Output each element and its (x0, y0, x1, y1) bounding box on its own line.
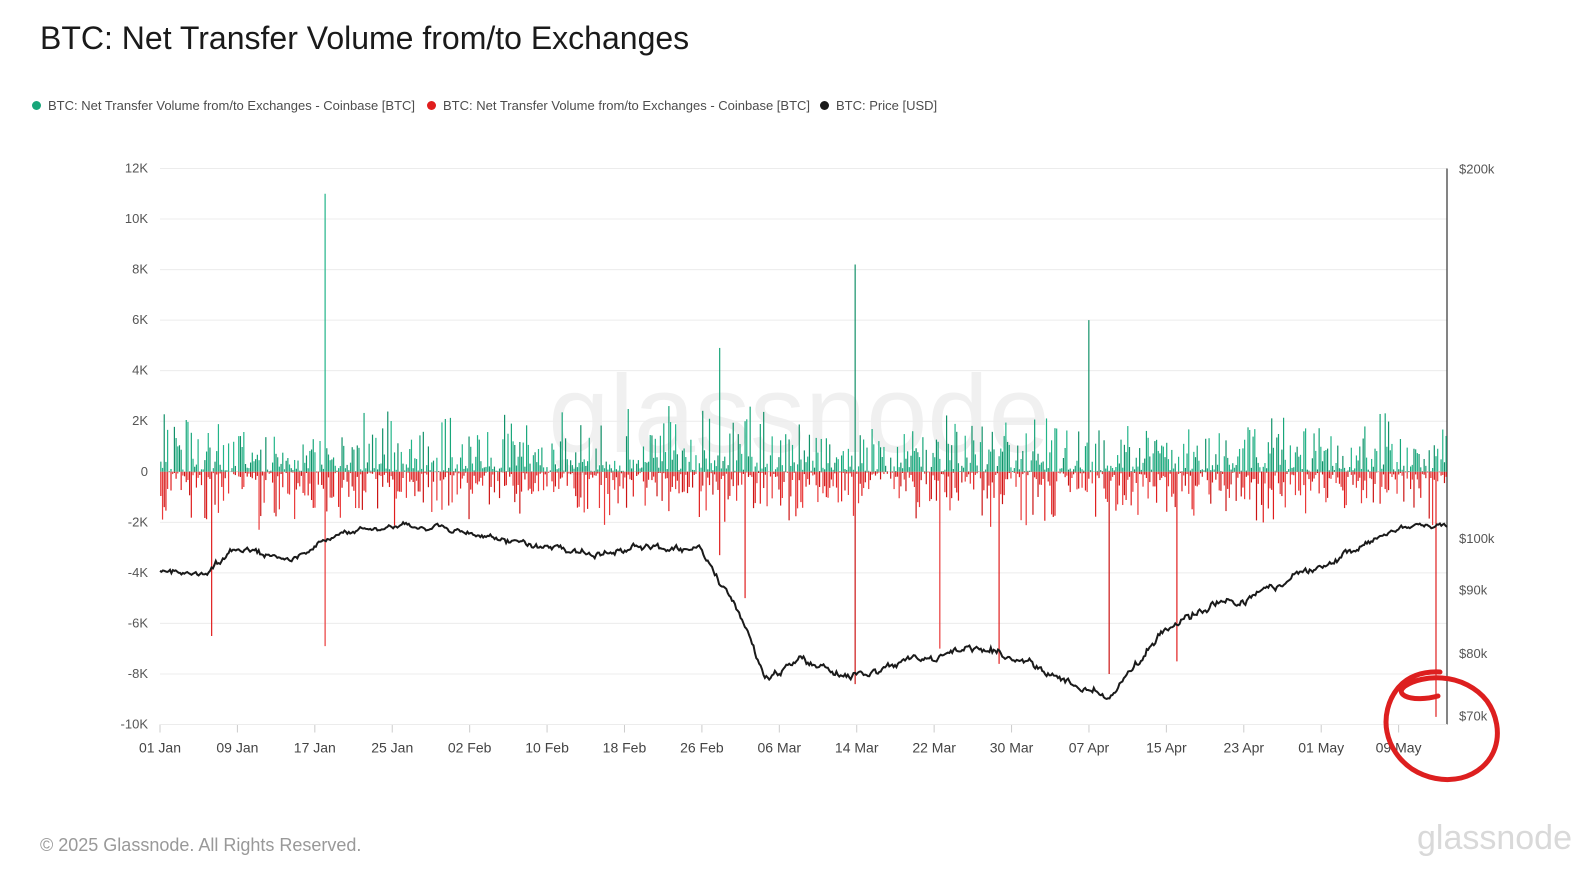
svg-text:10 Feb: 10 Feb (525, 740, 569, 756)
svg-text:$70k: $70k (1459, 709, 1488, 724)
svg-text:$90k: $90k (1459, 583, 1488, 598)
svg-text:0: 0 (141, 464, 148, 479)
svg-text:8K: 8K (132, 262, 148, 277)
svg-text:14 Mar: 14 Mar (835, 740, 879, 756)
svg-text:-4K: -4K (128, 565, 149, 580)
svg-text:26 Feb: 26 Feb (680, 740, 724, 756)
svg-text:2K: 2K (132, 413, 148, 428)
svg-text:12K: 12K (125, 161, 148, 176)
svg-text:23 Apr: 23 Apr (1224, 740, 1265, 756)
svg-text:15 Apr: 15 Apr (1146, 740, 1187, 756)
svg-text:01 May: 01 May (1298, 740, 1344, 756)
svg-text:02 Feb: 02 Feb (448, 740, 492, 756)
svg-text:4K: 4K (132, 363, 148, 378)
svg-text:$80k: $80k (1459, 646, 1488, 661)
svg-text:22 Mar: 22 Mar (912, 740, 956, 756)
svg-text:-6K: -6K (128, 615, 149, 630)
svg-text:17 Jan: 17 Jan (294, 740, 336, 756)
svg-text:-8K: -8K (128, 666, 149, 681)
svg-text:$100k: $100k (1459, 531, 1495, 546)
svg-text:$200k: $200k (1459, 162, 1495, 177)
svg-text:-10K: -10K (121, 717, 149, 732)
svg-text:25 Jan: 25 Jan (371, 740, 413, 756)
svg-text:-2K: -2K (128, 514, 149, 529)
svg-text:07 Apr: 07 Apr (1069, 740, 1110, 756)
svg-text:09 Jan: 09 Jan (216, 740, 258, 756)
svg-text:18 Feb: 18 Feb (603, 740, 647, 756)
svg-text:10K: 10K (125, 211, 148, 226)
svg-text:01 Jan: 01 Jan (139, 740, 181, 756)
svg-text:6K: 6K (132, 312, 148, 327)
svg-text:30 Mar: 30 Mar (990, 740, 1034, 756)
svg-text:06 Mar: 06 Mar (758, 740, 802, 756)
